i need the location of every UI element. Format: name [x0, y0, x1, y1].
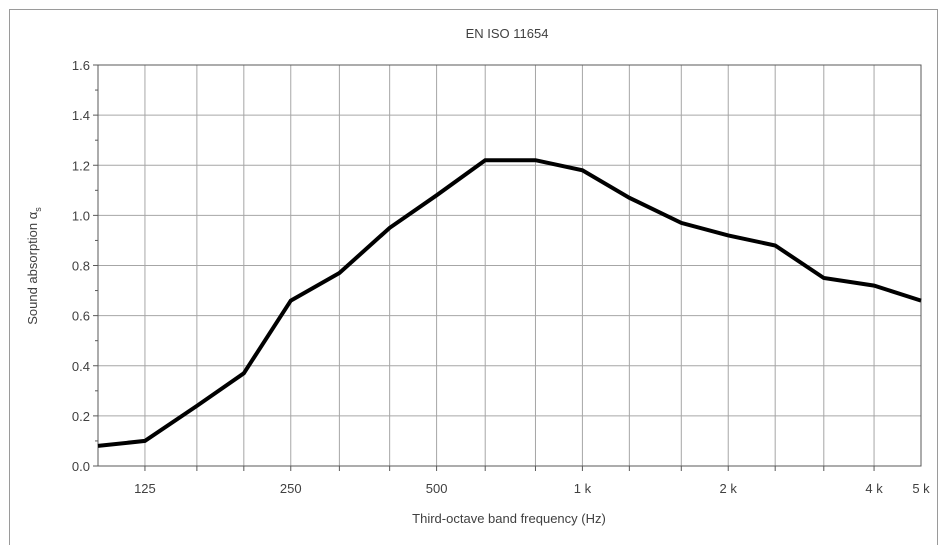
x-tick-label: 2 k — [720, 481, 738, 496]
series-group — [97, 158, 922, 448]
y-tick-label: 1.4 — [72, 108, 90, 123]
x-tick-label: 250 — [280, 481, 302, 496]
y-axis-label: Sound absorption αs — [25, 207, 43, 325]
x-tick-label: 125 — [134, 481, 156, 496]
x-axis-label: Third-octave band frequency (Hz) — [412, 511, 606, 526]
x-tick-label: 4 k — [865, 481, 883, 496]
y-tick-label: 1.2 — [72, 158, 90, 173]
y-tick-label: 0.4 — [72, 359, 90, 374]
plot-border — [97, 64, 922, 467]
y-tick-label: 0.6 — [72, 309, 90, 324]
y-tick-label: 1.0 — [72, 208, 90, 223]
y-tick-label: 0.8 — [72, 259, 90, 274]
chart-title: EN ISO 11654 — [466, 26, 549, 41]
x-tick-labels: 125 250 500 1 k 2 k 4 k 5 k — [134, 481, 930, 496]
y-axis-label-subscript: s — [33, 207, 43, 212]
x-tick-label: 5 k — [912, 481, 930, 496]
x-tick-label: 1 k — [574, 481, 592, 496]
y-tick-label: 0.0 — [72, 459, 90, 474]
x-tick-label: 500 — [426, 481, 448, 496]
series-line — [97, 158, 922, 448]
y-tick-label: 0.2 — [72, 409, 90, 424]
chart-frame — [9, 9, 938, 545]
grid — [93, 64, 922, 471]
y-tick-labels: 0.0 0.2 0.4 0.6 0.8 1.0 1.2 1.4 1.6 — [72, 58, 90, 474]
y-tick-label: 1.6 — [72, 58, 90, 73]
y-axis-label-main: Sound absorption α — [25, 211, 40, 325]
